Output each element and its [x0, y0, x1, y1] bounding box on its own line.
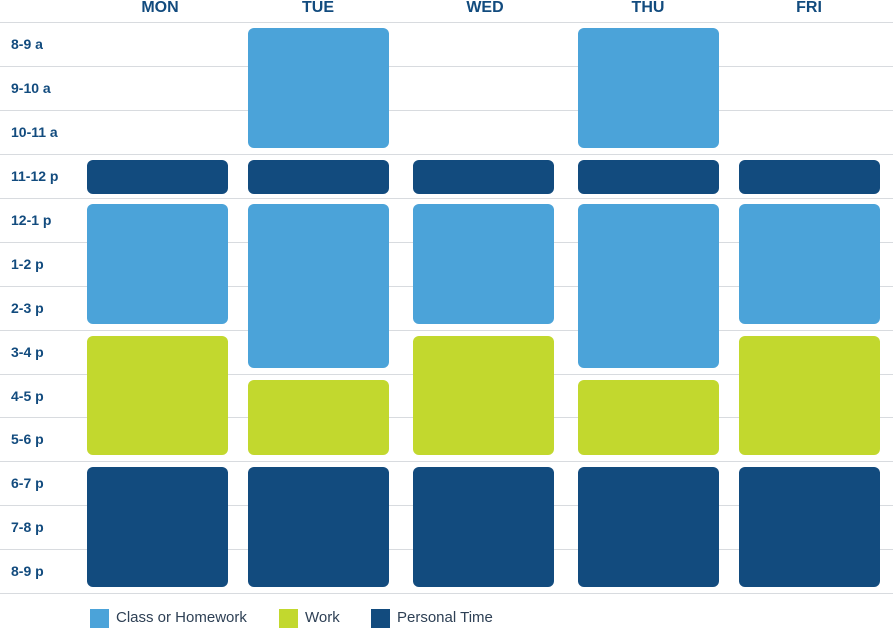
grid-line [0, 593, 893, 594]
legend-label: Class or Homework [116, 609, 247, 626]
time-label: 2-3 p [11, 300, 44, 316]
schedule-block-work [739, 336, 880, 455]
schedule-block-personal [413, 160, 554, 194]
schedule-block-personal [87, 160, 228, 194]
legend-label: Work [305, 609, 340, 626]
legend-swatch-personal [371, 609, 390, 628]
grid-line [0, 198, 893, 199]
grid-line [0, 22, 893, 23]
schedule-block-work [578, 380, 719, 455]
time-label: 9-10 a [11, 80, 51, 96]
day-header-fri: FRI [796, 0, 822, 16]
schedule-block-work [87, 336, 228, 455]
schedule-block-personal [578, 160, 719, 194]
schedule-block-personal [248, 467, 389, 587]
schedule-block-work [248, 380, 389, 455]
time-label: 12-1 p [11, 212, 52, 228]
grid-line [0, 461, 893, 462]
schedule-block-personal [87, 467, 228, 587]
schedule-block-personal [739, 160, 880, 194]
day-header-tue: TUE [302, 0, 334, 16]
schedule-block-work [413, 336, 554, 455]
schedule-block-personal [739, 467, 880, 587]
schedule-block-personal [413, 467, 554, 587]
time-label: 3-4 p [11, 344, 44, 360]
schedule-block-personal [578, 467, 719, 587]
time-label: 1-2 p [11, 256, 44, 272]
time-label: 5-6 p [11, 431, 44, 447]
grid-line [0, 66, 893, 67]
schedule-block-class [413, 204, 554, 324]
day-header-thu: THU [631, 0, 665, 16]
day-header-wed: WED [466, 0, 504, 16]
schedule-block-class [248, 28, 389, 148]
schedule-block-class [87, 204, 228, 324]
day-header-mon: MON [141, 0, 179, 16]
legend-label: Personal Time [397, 609, 493, 626]
time-label: 4-5 p [11, 387, 44, 404]
grid-line [0, 330, 893, 331]
schedule-block-class [248, 204, 389, 368]
legend-swatch-work [279, 609, 298, 628]
schedule-block-personal [248, 160, 389, 194]
time-label: 10-11 a [11, 124, 58, 140]
time-label: 6-7 p [11, 475, 44, 491]
chart-legend: Class or Homework Work Personal Time [0, 606, 893, 630]
time-label: 8-9 a [11, 36, 43, 52]
grid-line [0, 154, 893, 155]
time-label: 7-8 p [11, 519, 44, 535]
grid-line [0, 110, 893, 111]
schedule-block-class [578, 204, 719, 368]
legend-swatch-class [90, 609, 109, 628]
schedule-block-class [739, 204, 880, 324]
time-label: 8-9 p [11, 563, 44, 579]
schedule-block-class [578, 28, 719, 148]
time-label: 11-12 p [11, 168, 59, 184]
